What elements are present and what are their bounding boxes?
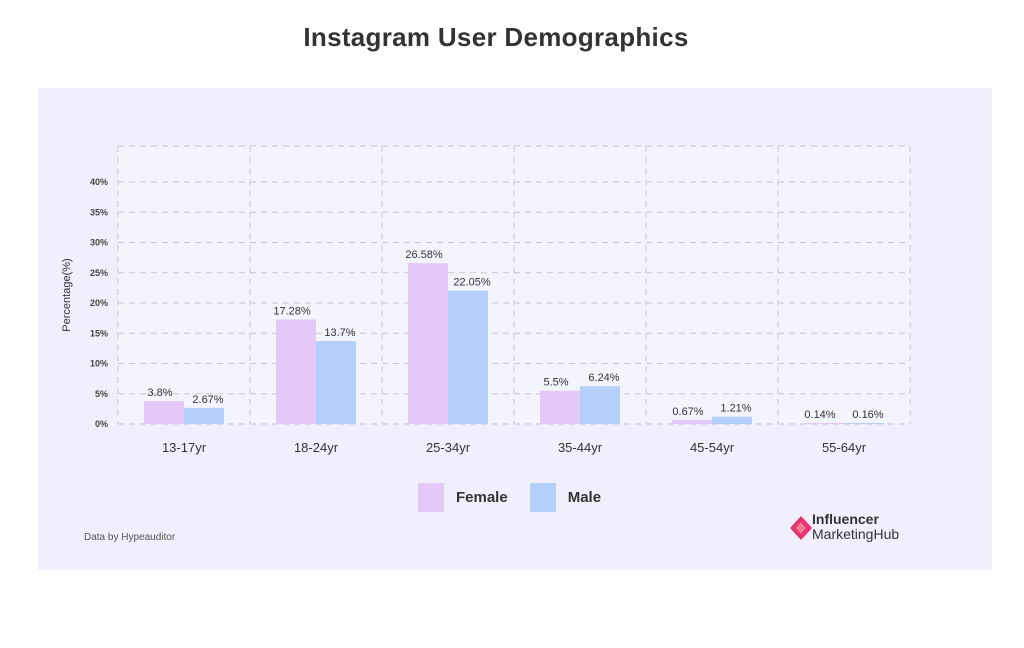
x-tick-label: 18-24yr: [294, 440, 339, 455]
bar-female: [540, 390, 580, 424]
x-tick-label: 55-64yr: [822, 440, 867, 455]
logo-diamond-icon: [790, 516, 812, 540]
data-label-female: 0.14%: [804, 409, 835, 421]
x-tick-label: 45-54yr: [690, 440, 735, 455]
data-label-male: 6.24%: [588, 372, 619, 384]
legend-item-male: Male: [529, 482, 602, 512]
y-tick-label: 30%: [90, 238, 108, 248]
bar-chart: 0% 5% 10% 15% 20% 25% 30% 35% 40% Percentage(%) 3.…: [61, 145, 911, 455]
x-tick-label: 13-17yr: [162, 440, 207, 455]
chart-panel: 0% 5% 10% 15% 20% 25% 30% 35% 40% Percentage(%) 3.…: [38, 88, 992, 570]
x-tick-label: 35-44yr: [558, 440, 603, 455]
bar-female: [144, 401, 184, 424]
legend-item-female: Female: [418, 482, 508, 512]
data-label-female: 26.58%: [405, 249, 443, 261]
data-label-female: 5.5%: [543, 377, 568, 389]
y-tick-label: 20%: [90, 298, 108, 308]
logo-line-2: MarketingHub: [812, 526, 900, 542]
y-tick-label: 5%: [95, 389, 108, 399]
logo-text: Influencer MarketingHub: [812, 512, 899, 542]
y-tick-label: 40%: [90, 177, 108, 187]
legend-label-female: Female: [456, 488, 508, 506]
y-tick-label: 0%: [95, 419, 108, 429]
y-tick-label: 10%: [90, 359, 108, 369]
legend-label-male: Male: [567, 488, 602, 506]
bar-male: [184, 407, 224, 424]
bar-male: [448, 290, 488, 424]
data-label-female: 17.28%: [273, 305, 311, 317]
data-label-male: 22.05%: [453, 277, 491, 289]
x-tick-label: 25-34yr: [426, 440, 471, 455]
data-label-female: 0.67%: [672, 406, 703, 418]
data-label-male: 13.7%: [324, 327, 355, 339]
y-tick-label: 35%: [90, 207, 108, 217]
y-tick-label: 15%: [90, 328, 108, 338]
bar-female: [276, 319, 316, 424]
data-label-female: 3.8%: [147, 387, 172, 399]
chart-title: Instagram User Demographics: [303, 22, 689, 52]
data-label-male: 2.67%: [192, 394, 223, 406]
legend-swatch-female: [418, 482, 444, 512]
y-axis-label: Percentage(%): [61, 258, 73, 331]
logo-line-1: Influencer: [812, 511, 879, 527]
bar-male: [580, 386, 620, 424]
bar-female: [804, 423, 844, 424]
data-label-male: 0.16%: [852, 409, 883, 421]
source-note: Data by Hypeauditor: [84, 532, 176, 543]
y-tick-label: 25%: [90, 268, 108, 278]
chart-legend: Female Male: [418, 482, 623, 512]
bar-male: [316, 341, 356, 424]
bar-female: [408, 263, 448, 424]
bar-female: [672, 419, 712, 424]
bar-male: [712, 416, 752, 424]
data-label-male: 1.21%: [720, 403, 751, 415]
bar-male: [844, 423, 884, 424]
legend-swatch-male: [529, 482, 556, 512]
